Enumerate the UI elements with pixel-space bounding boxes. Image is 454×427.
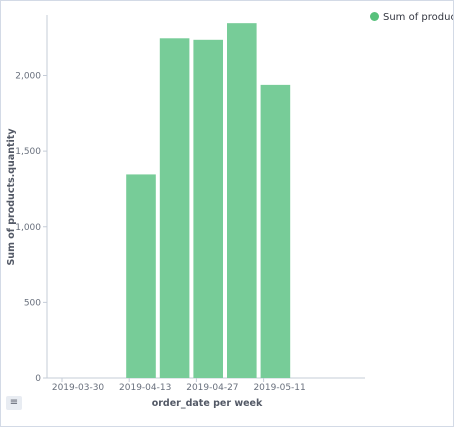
legend-item[interactable]: Sum of products.quantity [370, 12, 453, 26]
y-axis: 0 500 1,000 1,500 2,000 [15, 15, 48, 384]
y-tick-label: 1,000 [15, 223, 41, 233]
y-tick-label: 1,500 [15, 147, 41, 157]
bar[interactable] [260, 84, 291, 378]
bar-series [126, 23, 291, 379]
legend-toggle-glyph: ≡ [9, 397, 19, 408]
y-tick-label: 0 [35, 374, 41, 384]
x-tick-label: 2019-04-27 [186, 383, 238, 393]
y-axis-title: Sum of products.quantity [6, 128, 17, 266]
bar[interactable] [159, 38, 190, 378]
x-axis-title: order_date per week [152, 398, 263, 409]
legend-label: Sum of products.quantity [383, 12, 453, 23]
bar[interactable] [126, 174, 156, 378]
x-tick-label: 2019-05-11 [253, 383, 305, 393]
y-tick-label: 2,000 [15, 72, 41, 82]
x-tick-label: 2019-04-13 [119, 383, 171, 393]
bar[interactable] [193, 39, 223, 379]
list-icon[interactable]: ≡ [6, 396, 22, 410]
y-tick-label: 500 [24, 298, 41, 308]
legend-color-dot [370, 12, 379, 21]
x-axis: 2019-03-30 2019-04-13 2019-04-27 2019-05-11 [47, 377, 365, 393]
x-tick-label: 2019-03-30 [52, 383, 105, 393]
bar[interactable] [227, 23, 257, 378]
